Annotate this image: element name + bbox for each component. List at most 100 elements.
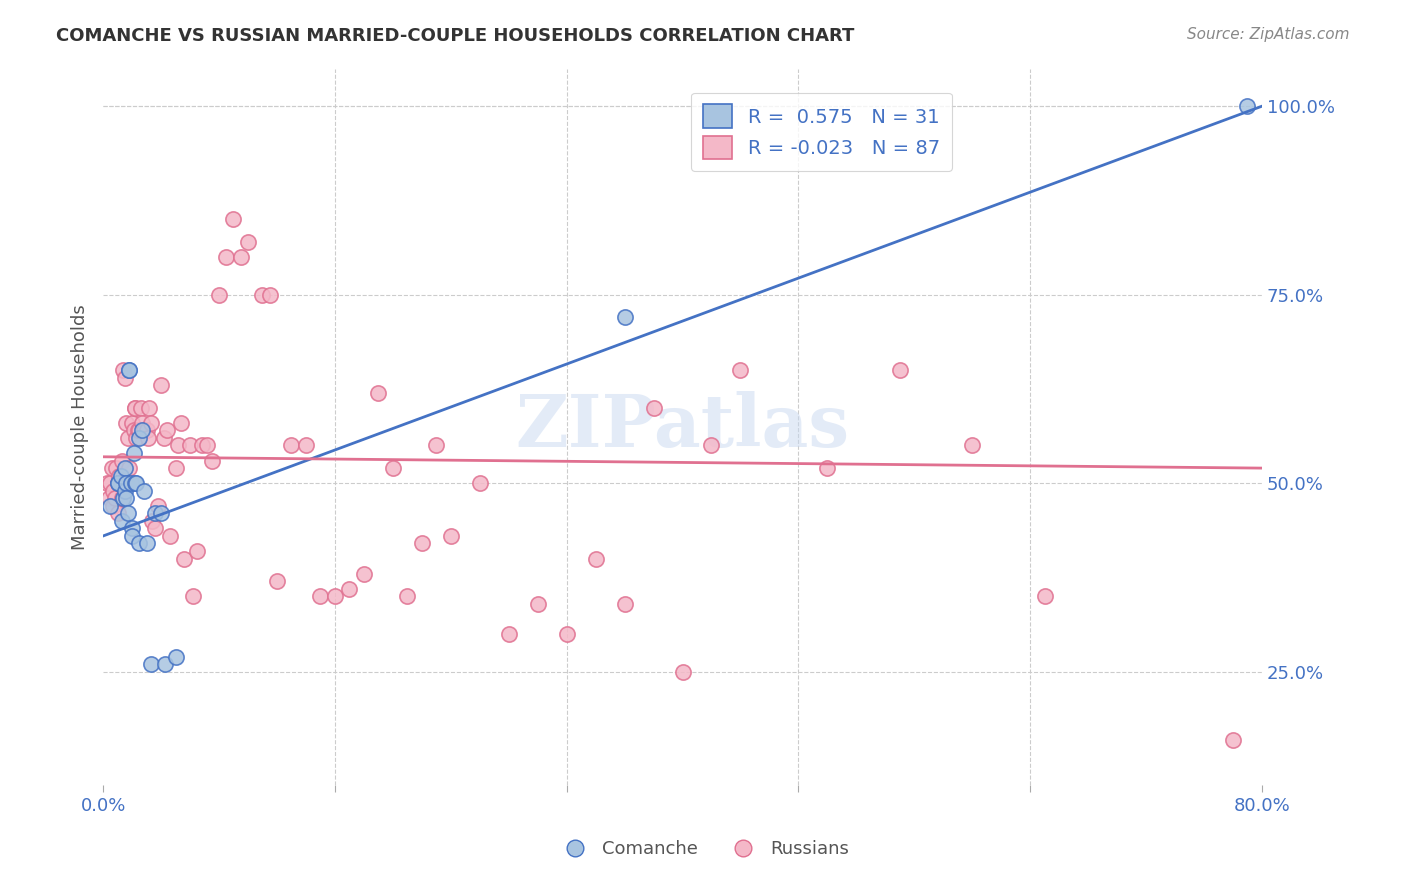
Point — [1236, 99, 1258, 113]
Point — [1033, 589, 1056, 603]
Point — [139, 657, 162, 672]
Point — [124, 476, 146, 491]
Point — [143, 506, 166, 520]
Point — [730, 363, 752, 377]
Point — [585, 551, 607, 566]
Point — [201, 453, 224, 467]
Point — [132, 483, 155, 498]
Point — [411, 536, 433, 550]
Point — [396, 589, 419, 603]
Point — [101, 461, 124, 475]
Point — [135, 424, 157, 438]
Point — [555, 627, 578, 641]
Point — [115, 416, 138, 430]
Point — [118, 363, 141, 377]
Point — [498, 627, 520, 641]
Point — [613, 310, 636, 325]
Point — [266, 574, 288, 589]
Point — [115, 476, 138, 491]
Point — [114, 461, 136, 475]
Point — [107, 476, 129, 491]
Point — [118, 363, 141, 377]
Point — [179, 438, 201, 452]
Point — [229, 250, 252, 264]
Point — [252, 287, 274, 301]
Point — [155, 657, 177, 672]
Point — [181, 589, 204, 603]
Point — [186, 544, 208, 558]
Point — [131, 416, 153, 430]
Point — [323, 589, 346, 603]
Point — [146, 499, 169, 513]
Point — [131, 424, 153, 438]
Point — [136, 431, 159, 445]
Point — [643, 401, 665, 415]
Point — [121, 529, 143, 543]
Point — [159, 529, 181, 543]
Point — [138, 401, 160, 415]
Point — [259, 287, 281, 301]
Point — [115, 491, 138, 506]
Point — [337, 582, 360, 596]
Point — [112, 491, 135, 506]
Point — [107, 476, 129, 491]
Point — [120, 476, 142, 491]
Point — [111, 453, 134, 467]
Point — [114, 370, 136, 384]
Point — [110, 476, 132, 491]
Point — [129, 401, 152, 415]
Point — [103, 499, 125, 513]
Legend: Comanche, Russians: Comanche, Russians — [550, 833, 856, 865]
Point — [236, 235, 259, 249]
Point — [132, 424, 155, 438]
Point — [190, 438, 212, 452]
Point — [613, 597, 636, 611]
Point — [105, 461, 128, 475]
Legend: R =  0.575   N = 31, R = -0.023   N = 87: R = 0.575 N = 31, R = -0.023 N = 87 — [692, 93, 952, 171]
Point — [96, 476, 118, 491]
Point — [150, 506, 173, 520]
Point — [107, 506, 129, 520]
Point — [125, 431, 148, 445]
Point — [815, 461, 838, 475]
Point — [112, 363, 135, 377]
Point — [960, 438, 983, 452]
Point — [468, 476, 491, 491]
Point — [118, 461, 141, 475]
Point — [425, 438, 447, 452]
Point — [889, 363, 911, 377]
Point — [111, 491, 134, 506]
Point — [107, 476, 129, 491]
Point — [165, 461, 187, 475]
Point — [153, 431, 176, 445]
Point — [526, 597, 548, 611]
Point — [128, 424, 150, 438]
Point — [122, 446, 145, 460]
Point — [165, 649, 187, 664]
Point — [103, 483, 125, 498]
Point — [167, 438, 190, 452]
Point — [128, 536, 150, 550]
Point — [117, 506, 139, 520]
Point — [671, 665, 693, 679]
Point — [114, 483, 136, 498]
Point — [353, 566, 375, 581]
Point — [122, 424, 145, 438]
Point — [143, 521, 166, 535]
Point — [295, 438, 318, 452]
Point — [135, 536, 157, 550]
Point — [100, 499, 122, 513]
Point — [222, 212, 245, 227]
Point — [197, 438, 219, 452]
Point — [139, 416, 162, 430]
Point — [309, 589, 332, 603]
Point — [1222, 732, 1244, 747]
Y-axis label: Married-couple Households: Married-couple Households — [72, 304, 89, 549]
Point — [170, 416, 193, 430]
Point — [150, 378, 173, 392]
Point — [100, 476, 122, 491]
Point — [208, 287, 231, 301]
Point — [700, 438, 723, 452]
Text: ZIPatlas: ZIPatlas — [516, 391, 849, 462]
Point — [156, 424, 179, 438]
